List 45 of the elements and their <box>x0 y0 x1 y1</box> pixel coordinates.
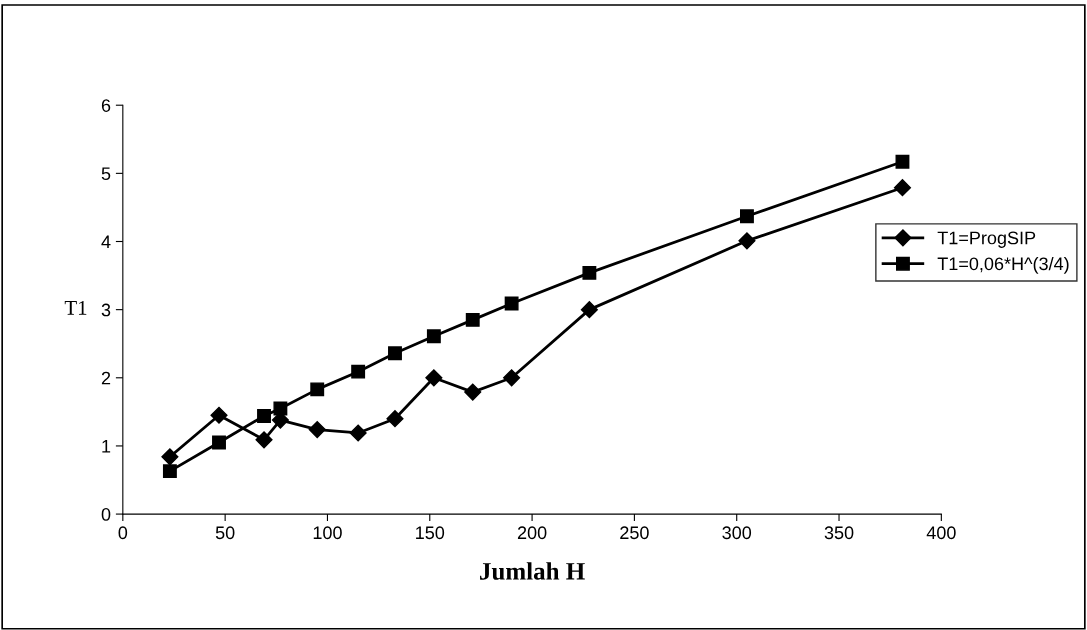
point <box>212 435 226 450</box>
point <box>351 364 366 379</box>
x-tick-label: 50 <box>215 526 235 540</box>
point <box>161 448 179 466</box>
x-tick-label: 350 <box>824 526 854 540</box>
y-tick-label: 1 <box>102 440 111 453</box>
x-tick-label: 300 <box>722 526 752 540</box>
point <box>255 431 273 449</box>
point <box>349 424 367 442</box>
x-axis-title: Jumlah H <box>480 562 585 580</box>
legend-label: T1=ProgSIP <box>937 231 1036 248</box>
point <box>162 464 177 479</box>
point <box>582 265 597 280</box>
point <box>386 410 404 428</box>
point <box>580 301 598 319</box>
point <box>503 369 521 387</box>
y-tick-label: 4 <box>101 235 111 249</box>
x-tick-label: 0 <box>118 526 128 540</box>
x-tick-label: 150 <box>416 526 445 540</box>
point <box>465 312 480 327</box>
x-tick-label: 200 <box>517 526 547 540</box>
point <box>464 383 482 401</box>
point <box>257 409 271 423</box>
point <box>895 154 910 169</box>
y-tick-label: 0 <box>101 508 111 521</box>
point <box>504 296 519 311</box>
point <box>273 401 288 416</box>
point <box>740 209 754 224</box>
point <box>426 329 441 344</box>
y-axis-title: T1 <box>64 300 87 315</box>
point <box>893 179 912 197</box>
y-tick-label: 6 <box>101 99 111 112</box>
point <box>738 232 756 250</box>
point <box>308 421 326 439</box>
point <box>425 369 443 387</box>
point <box>210 406 228 424</box>
x-tick-label: 400 <box>926 526 956 540</box>
legend-label: T1=0,06*H^(3/4) <box>937 256 1069 274</box>
x-tick-label: 100 <box>313 526 342 540</box>
y-tick-label: 2 <box>101 371 111 385</box>
point <box>310 382 325 397</box>
y-tick-label: 3 <box>101 303 111 317</box>
point <box>388 346 402 361</box>
x-tick-label: 250 <box>620 526 649 540</box>
y-tick-label: 5 <box>101 167 111 181</box>
